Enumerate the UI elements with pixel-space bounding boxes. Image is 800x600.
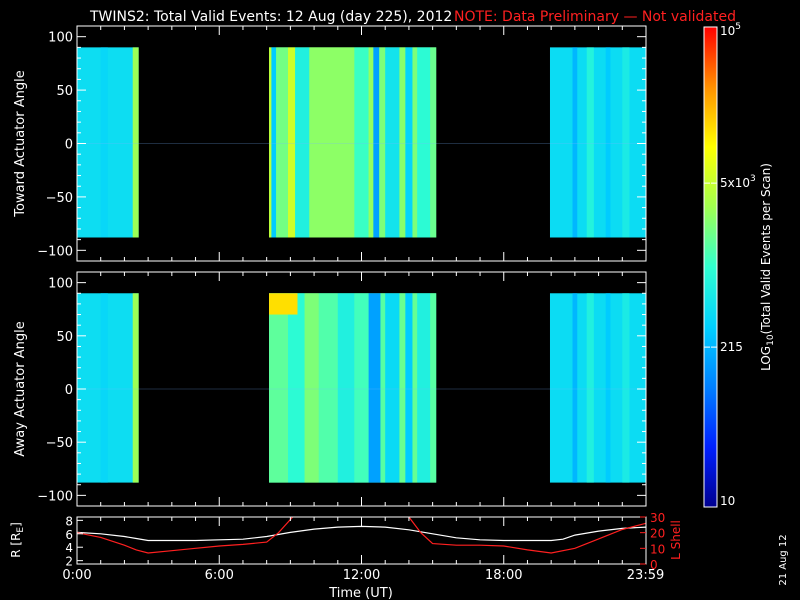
y-tick-label: −100 xyxy=(37,489,73,504)
y-tick-label: 2 xyxy=(65,555,73,569)
heatmap-stripe xyxy=(622,293,630,483)
heatmap-stripe xyxy=(276,47,289,238)
y-tick-label: −50 xyxy=(46,436,73,451)
y2-tick-label: 0 xyxy=(650,558,658,572)
r-line xyxy=(77,525,646,542)
heatmap-stripe xyxy=(269,47,272,238)
heatmap-stripe xyxy=(586,293,594,483)
heatmap-stripe xyxy=(132,47,139,238)
heatmap-stripe xyxy=(622,47,630,238)
x-tick-label: 12:00 xyxy=(343,568,380,583)
colorbar-ticks: 105 5x103 215 10 xyxy=(704,22,756,508)
away-angle-panel: 100 50 0 −50 −100 Away Actuator Angle xyxy=(13,271,647,507)
toward-heatmap xyxy=(77,47,646,238)
away-axes: 100 50 0 −50 −100 xyxy=(37,271,647,507)
date-stamp: 21 Aug 12 xyxy=(778,534,789,585)
heatmap-stripe xyxy=(412,293,418,483)
preliminary-note: NOTE: Data Preliminary — Not validated xyxy=(454,9,736,25)
heatmap-stripe xyxy=(379,47,386,238)
y-tick-label: 8 xyxy=(65,514,73,528)
r-ylabel: R [RE] xyxy=(9,522,26,558)
heatmap-stripe xyxy=(385,293,400,483)
page-title: TWINS2: Total Valid Events: 12 Aug (day … xyxy=(89,9,452,25)
heatmap-stripe xyxy=(417,293,431,483)
y-tick-label: 4 xyxy=(65,541,73,555)
toward-ylabel: Toward Actuator Angle xyxy=(13,70,28,217)
x-tick-label: 23:59 xyxy=(627,568,664,583)
heatmap-stripe xyxy=(405,293,413,483)
heatmap-stripe xyxy=(288,47,296,238)
y2-tick-label: 30 xyxy=(650,511,665,525)
heatmap-stripe xyxy=(288,293,305,483)
heatmap-hotspot xyxy=(269,293,298,315)
y-tick-label: −100 xyxy=(37,244,73,259)
toward-axes: 100 50 0 −50 −100 xyxy=(37,25,647,262)
x-axis-label: Time (UT) xyxy=(328,586,393,600)
y-tick-label: 50 xyxy=(56,84,73,99)
heatmap-stripe xyxy=(380,293,386,483)
heatmap-block xyxy=(549,47,646,238)
heatmap-stripe xyxy=(430,47,437,238)
y2-tick-label: 20 xyxy=(650,527,665,541)
lshell-line xyxy=(408,517,646,554)
y-tick-label: 6 xyxy=(65,528,73,542)
y-tick-label: 100 xyxy=(48,31,73,46)
heatmap-stripe xyxy=(132,293,139,483)
heatmap-stripe xyxy=(385,47,400,238)
heatmap-stripe xyxy=(405,47,413,238)
toward-angle-panel: 100 50 0 −50 −100 Toward Actuator Angle xyxy=(13,25,647,262)
lshell-line xyxy=(77,517,294,554)
heatmap-stripe xyxy=(412,47,418,238)
away-ylabel: Away Actuator Angle xyxy=(13,321,28,456)
colorbar-tick-label: 105 xyxy=(720,22,741,38)
y-tick-label: 0 xyxy=(65,138,73,153)
heatmap-stripe xyxy=(586,47,594,238)
heatmap-stripe xyxy=(100,47,108,238)
heatmap-stripe xyxy=(430,293,437,483)
heatmap-stripe xyxy=(100,293,108,483)
heatmap-stripe xyxy=(605,47,611,238)
heatmap-stripe xyxy=(399,293,406,483)
y-tick-label: 50 xyxy=(56,330,73,345)
colorbar: 105 5x103 215 10 LOG10(Total Valid Events p… xyxy=(703,22,776,508)
heatmap-stripe xyxy=(304,293,319,483)
orbit-lines xyxy=(77,517,646,554)
y-tick-label: 100 xyxy=(48,277,73,292)
heatmap-stripe xyxy=(295,47,310,238)
heatmap-stripe xyxy=(417,47,431,238)
heatmap-stripe xyxy=(605,293,611,483)
heatmap-stripe xyxy=(373,47,380,238)
heatmap-stripe xyxy=(269,293,289,483)
colorbar-label: LOG10(Total Valid Events per Scan) xyxy=(759,163,776,371)
y-tick-label: −50 xyxy=(46,191,73,206)
heatmap-stripe xyxy=(309,47,355,238)
heatmap-stripe xyxy=(572,47,578,238)
x-tick-label: 0:00 xyxy=(62,568,91,583)
heatmap-stripe xyxy=(368,293,381,483)
away-heatmap xyxy=(77,293,646,483)
heatmap-stripe xyxy=(337,293,355,483)
y2-tick-label: 10 xyxy=(650,542,665,556)
heatmap-block xyxy=(549,293,646,483)
colorbar-tick-label: 10 xyxy=(720,494,735,508)
heatmap-stripe xyxy=(354,47,369,238)
heatmap-stripe xyxy=(354,293,369,483)
heatmap-stripe xyxy=(572,293,578,483)
colorbar-gradient xyxy=(703,26,718,508)
heatmap-stripe xyxy=(368,47,374,238)
x-tick-label: 18:00 xyxy=(485,568,522,583)
x-tick-label: 6:00 xyxy=(205,568,234,583)
colorbar-tick-label: 215 xyxy=(720,340,743,354)
heatmap-stripe xyxy=(318,293,338,483)
heatmap-stripe xyxy=(399,47,406,238)
heatmap-stripe xyxy=(271,47,277,238)
colorbar-tick-label: 5x103 xyxy=(720,174,756,190)
y-tick-label: 0 xyxy=(65,383,73,398)
lshell-ylabel: L Shell xyxy=(669,520,683,560)
